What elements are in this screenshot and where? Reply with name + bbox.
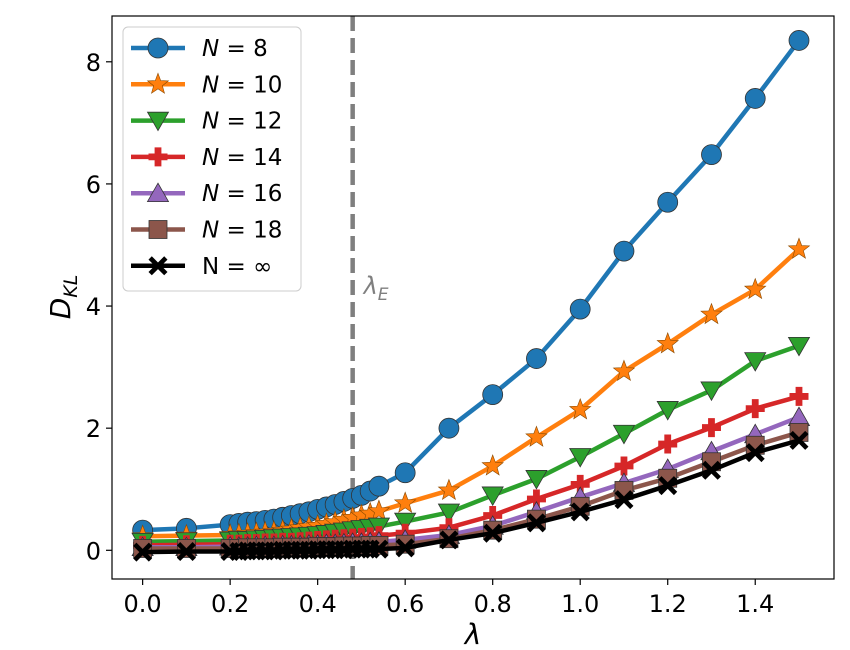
data-point: [569, 448, 592, 468]
data-point: [526, 489, 546, 509]
data-point: [438, 417, 460, 439]
legend-label: N = ∞: [202, 254, 272, 280]
legend-label: N = 10: [202, 72, 282, 98]
data-point: [395, 538, 415, 558]
data-point: [525, 425, 548, 447]
y-tick-label: 4: [86, 293, 101, 321]
data-point: [526, 348, 547, 369]
legend-entry: N = 8: [131, 36, 268, 62]
data-point: [701, 144, 722, 166]
data-point: [176, 542, 196, 562]
y-tick-label: 2: [86, 415, 101, 443]
series-line: [142, 343, 800, 544]
data-point: [525, 470, 548, 490]
data-point: [393, 512, 417, 533]
data-point: [482, 384, 504, 405]
data-point: [744, 352, 767, 372]
data-point: [789, 386, 809, 406]
data-point: [570, 502, 590, 522]
x-tick-label: 1.2: [649, 590, 687, 618]
data-point: [744, 88, 766, 109]
x-tick-label: 0.0: [124, 590, 162, 618]
data-point: [368, 475, 390, 497]
legend-entry: N = 14: [131, 145, 282, 171]
legend-label: N = 16: [202, 181, 282, 207]
plot-area: λE: [131, 16, 811, 579]
x-tick-label: 0.2: [211, 590, 249, 618]
data-point: [787, 237, 811, 259]
x-tick-label: 0.8: [474, 590, 512, 618]
data-point: [481, 454, 504, 476]
legend-marker: [148, 220, 168, 239]
data-point: [656, 332, 679, 354]
legend-marker: [147, 37, 169, 59]
legend-entry: N = 10: [131, 72, 282, 98]
legend-entry: N = 12: [131, 109, 282, 135]
data-point: [613, 240, 635, 262]
data-point: [787, 336, 811, 357]
axis-ticks: 0.0 0.2 0.4 0.6 0.8 1.0 1.2 1.4 0 2 4 6 8: [86, 49, 775, 618]
data-point: [483, 523, 503, 543]
x-tick-label: 1.4: [736, 590, 774, 618]
data-point: [481, 486, 504, 507]
data-point: [745, 399, 765, 419]
y-tick-label: 6: [86, 171, 101, 199]
data-point: [700, 381, 723, 402]
legend-marker: [146, 182, 170, 203]
x-tick-label: 0.4: [299, 590, 337, 618]
legend-marker: [146, 72, 170, 94]
data-point: [787, 406, 811, 426]
data-point: [701, 460, 721, 480]
data-point: [657, 191, 679, 213]
lambda-e-annotation: λE: [362, 272, 389, 305]
legend-label: N = 14: [202, 145, 282, 171]
series-6: [133, 430, 809, 562]
data-point: [569, 298, 591, 320]
legend-marker: [148, 147, 168, 167]
data-point: [656, 401, 679, 421]
data-point: [614, 490, 634, 510]
data-point: [658, 434, 678, 454]
legend-marker: [148, 256, 168, 276]
data-point: [437, 503, 461, 524]
x-tick-label: 1.0: [561, 590, 599, 618]
legend-entry: N = 18: [131, 218, 282, 244]
data-point: [743, 277, 767, 300]
data-point: [570, 474, 590, 494]
legend: N = 8 N = 10 N = 12 N = 14 N = 16 N = 18 N = ∞: [122, 26, 302, 292]
legend-label: N = 8: [202, 36, 268, 62]
x-axis-label: λ: [463, 618, 482, 650]
legend-entry: N = 16: [131, 181, 282, 207]
data-point: [394, 462, 416, 484]
legend-marker: [146, 111, 170, 132]
data-point: [526, 513, 546, 533]
y-axis-label: DKL: [44, 275, 82, 320]
axes-frame: [111, 15, 835, 580]
data-point: [788, 30, 810, 51]
data-point: [612, 359, 636, 381]
legend-box: [122, 26, 302, 292]
data-point: [614, 456, 634, 476]
data-point: [393, 491, 417, 513]
data-point: [133, 542, 153, 562]
legend-label: N = 18: [202, 218, 282, 244]
data-point: [700, 302, 723, 325]
y-tick-label: 8: [86, 49, 101, 77]
data-point: [701, 418, 721, 438]
y-tick-label: 0: [86, 537, 101, 565]
data-point: [612, 424, 636, 445]
data-point: [439, 530, 459, 550]
legend-label: N = 12: [202, 109, 282, 135]
data-point: [367, 499, 391, 521]
data-point: [437, 478, 461, 501]
data-point: [369, 539, 389, 559]
data-point: [658, 476, 678, 496]
legend-entry: N = ∞: [131, 254, 272, 280]
x-tick-label: 0.6: [386, 590, 424, 618]
data-point: [568, 397, 592, 420]
data-point: [789, 430, 809, 450]
data-point: [745, 443, 765, 463]
